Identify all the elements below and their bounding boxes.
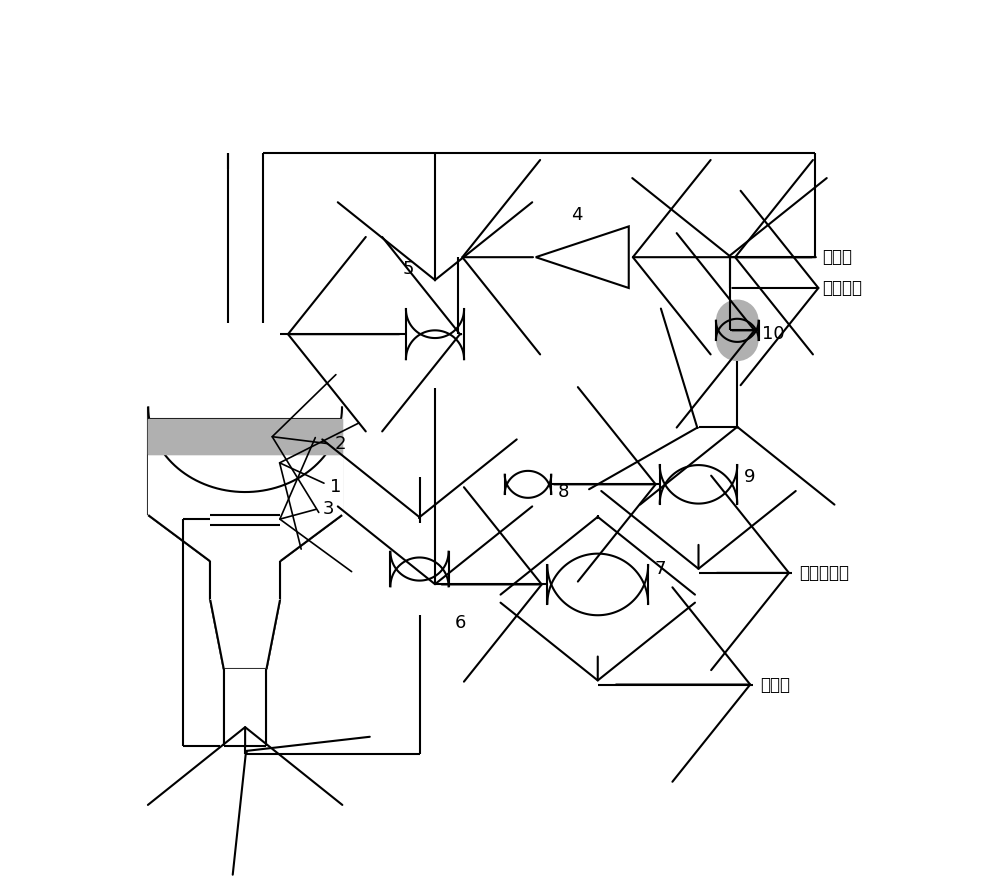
Polygon shape [224,669,266,746]
Polygon shape [210,561,280,599]
Circle shape [390,523,449,581]
Text: 重质油: 重质油 [761,675,790,694]
Circle shape [660,465,737,542]
Polygon shape [148,408,342,492]
FancyBboxPatch shape [390,552,449,586]
Polygon shape [536,227,629,288]
Circle shape [547,516,648,615]
Text: 10: 10 [762,326,785,343]
Circle shape [390,558,449,615]
Circle shape [505,471,551,517]
Text: 2: 2 [334,435,346,453]
Text: 9: 9 [743,467,755,485]
Polygon shape [148,419,342,453]
Circle shape [406,330,464,388]
Text: 5: 5 [402,260,414,277]
Text: 1: 1 [330,477,342,496]
Text: 4: 4 [571,206,582,224]
Text: 3: 3 [323,500,334,517]
Circle shape [505,451,551,498]
Polygon shape [536,227,629,288]
Text: 外排尾气: 外排尾气 [822,279,862,297]
Circle shape [547,554,648,654]
Text: 轻质油和水: 轻质油和水 [799,564,849,582]
Polygon shape [148,408,342,516]
FancyBboxPatch shape [660,465,737,504]
FancyBboxPatch shape [547,566,648,604]
FancyBboxPatch shape [505,475,551,494]
Polygon shape [148,516,342,561]
Text: 7: 7 [654,560,666,578]
Text: 8: 8 [557,483,569,501]
Circle shape [660,426,737,504]
Polygon shape [210,599,280,669]
Circle shape [716,300,759,342]
Circle shape [716,318,759,361]
Circle shape [406,280,464,338]
Text: 原料气: 原料气 [822,248,852,266]
FancyBboxPatch shape [716,321,759,340]
FancyBboxPatch shape [406,310,464,359]
Text: 6: 6 [455,614,466,632]
